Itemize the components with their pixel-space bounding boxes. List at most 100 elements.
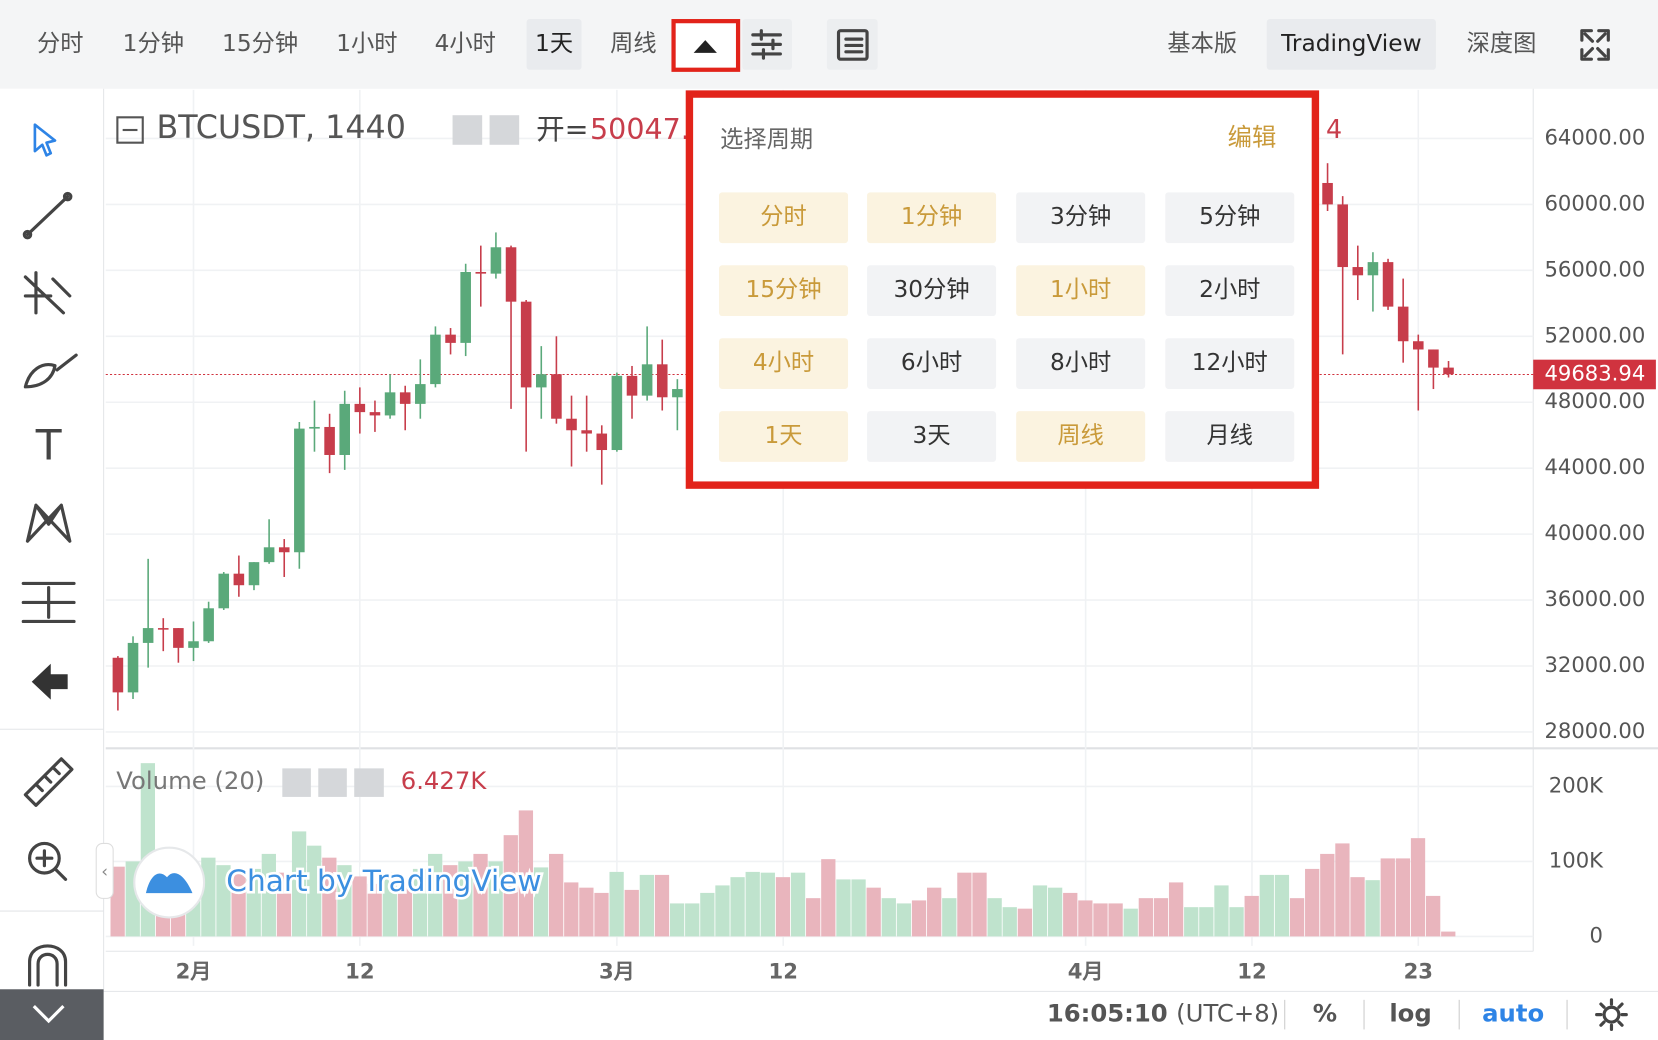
volume-bar — [216, 865, 231, 937]
log-toggle[interactable]: log — [1389, 999, 1431, 1028]
period-option-label: 1分钟 — [901, 203, 962, 230]
volume-bar — [1032, 885, 1048, 937]
ruler-icon[interactable] — [23, 757, 74, 807]
scroll-tab-icon: ‹ — [101, 861, 108, 881]
volume-title: Volume (20) — [116, 766, 264, 795]
volume-bar — [1063, 892, 1078, 937]
candle-body — [581, 430, 592, 434]
period-option-label: 周线 — [1057, 422, 1104, 449]
auto-toggle[interactable]: auto — [1482, 999, 1544, 1028]
volume-bar — [745, 871, 760, 937]
volume-bar — [866, 887, 881, 937]
timezone: (UTC+8) — [1176, 999, 1279, 1028]
candle-body — [1337, 204, 1348, 268]
date-tick-label: 3月 — [599, 958, 635, 983]
eye-button[interactable] — [282, 768, 311, 797]
period-option[interactable] — [867, 411, 997, 462]
volume-bar — [1259, 874, 1274, 937]
edit-link[interactable]: 编辑 — [1228, 122, 1277, 151]
volume-bar — [397, 880, 413, 937]
period-option[interactable] — [1016, 192, 1146, 244]
cursor-icon[interactable] — [33, 123, 57, 157]
period-option-label: 30分钟 — [894, 276, 970, 303]
volume-bar — [412, 868, 428, 937]
period-option[interactable] — [1165, 338, 1295, 389]
period-option[interactable] — [1016, 265, 1146, 317]
volume-bar — [836, 879, 851, 937]
volume-bar — [821, 859, 836, 937]
candle-body — [1413, 341, 1424, 350]
period-option[interactable] — [867, 192, 997, 244]
period-option[interactable] — [867, 338, 997, 389]
period-option[interactable] — [1165, 265, 1295, 317]
period-option[interactable] — [719, 265, 849, 317]
fib-icon[interactable] — [23, 271, 72, 315]
volume-bar — [382, 872, 397, 937]
period-option-label: 4小时 — [753, 349, 814, 376]
text-tool-icon[interactable]: T — [35, 421, 62, 470]
watermark: Chart by TradingView — [226, 864, 541, 898]
view-tab[interactable]: 基本版 — [1167, 30, 1237, 57]
collapse-legend-icon[interactable] — [116, 116, 144, 144]
period-tab[interactable]: 1分钟 — [123, 30, 184, 57]
volume-bar — [367, 883, 382, 937]
settings-sliders-icon — [751, 29, 782, 60]
period-option[interactable] — [1165, 411, 1295, 462]
period-toggle[interactable] — [671, 19, 741, 72]
candle-body — [157, 628, 169, 630]
period-option[interactable] — [719, 411, 849, 462]
volume-bar — [473, 853, 488, 937]
period-tab[interactable]: 15分钟 — [222, 30, 298, 57]
period-option[interactable] — [719, 338, 849, 389]
volume-bar — [896, 903, 912, 937]
scroll-tab[interactable] — [95, 842, 114, 899]
back-icon[interactable] — [31, 663, 68, 700]
line-icon[interactable] — [22, 191, 73, 240]
period-option[interactable] — [1016, 411, 1146, 462]
period-option[interactable] — [1016, 338, 1146, 389]
view-tab[interactable]: 深度图 — [1467, 30, 1537, 57]
candle-body — [294, 428, 305, 553]
period-tab[interactable]: 分时 — [37, 30, 84, 57]
candle-body — [415, 384, 426, 404]
pattern-icon[interactable] — [25, 503, 72, 543]
volume-bar — [1244, 895, 1259, 937]
period-option[interactable] — [719, 192, 849, 244]
close-button[interactable] — [354, 768, 384, 797]
period-option[interactable] — [867, 265, 997, 317]
candle-body — [218, 573, 230, 609]
period-tab[interactable]: 1小时 — [336, 30, 397, 57]
volume-bar — [110, 866, 125, 937]
period-tab[interactable]: 周线 — [610, 30, 657, 57]
open-value: 50047. — [590, 113, 690, 146]
gear-button[interactable] — [318, 768, 347, 797]
measure-icon[interactable] — [21, 581, 76, 624]
volume-bar — [609, 871, 624, 937]
volume-bar — [246, 868, 261, 937]
percent-toggle[interactable]: % — [1313, 999, 1337, 1028]
volume-bar — [851, 879, 866, 937]
period-tab[interactable]: 4小时 — [435, 30, 496, 57]
candle-body — [354, 403, 366, 413]
view-tab[interactable]: TradingView — [1280, 30, 1422, 57]
gear-button[interactable] — [489, 115, 520, 145]
volume-bar — [1305, 868, 1320, 937]
zoom-icon[interactable] — [28, 841, 68, 881]
volume-bar — [488, 861, 503, 937]
list-icon — [836, 29, 869, 61]
period-tab[interactable]: 1天 — [535, 30, 573, 57]
price-tick-label: 36000.00 — [1544, 586, 1645, 611]
fullscreen-icon[interactable] — [1580, 29, 1610, 61]
magnet-icon[interactable] — [28, 944, 68, 987]
period-option-label: 1天 — [765, 422, 803, 449]
volume-bar — [1214, 885, 1229, 937]
brush-icon[interactable] — [23, 353, 78, 389]
candle-body — [626, 375, 638, 396]
collapse-panel[interactable] — [0, 989, 104, 1040]
eye-button[interactable] — [452, 115, 483, 145]
period-option[interactable] — [1165, 192, 1295, 244]
price-tick-label: 44000.00 — [1544, 454, 1645, 479]
volume-bar — [1320, 853, 1335, 937]
candle-body — [203, 608, 214, 642]
settings-icon[interactable] — [1595, 998, 1628, 1032]
